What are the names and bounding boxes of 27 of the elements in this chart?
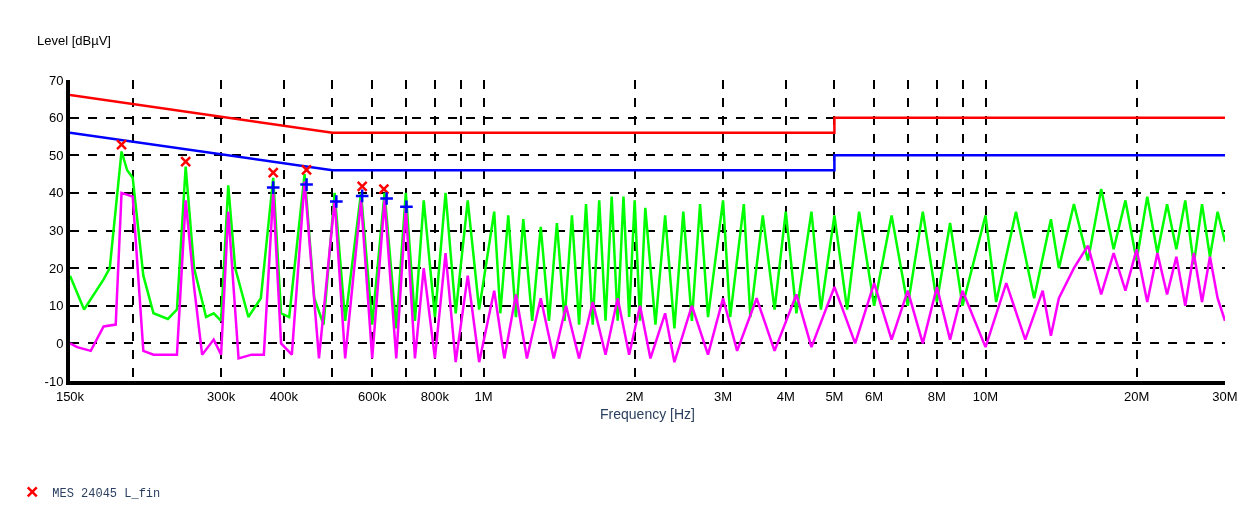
- x-tick-label: 400k: [269, 388, 299, 404]
- x-tick-label: 10M: [972, 388, 999, 404]
- x-tick-label: 1M: [474, 388, 493, 404]
- x-axis-title: Frequency [Hz]: [600, 406, 695, 423]
- x-tick-label: 2M: [625, 388, 644, 404]
- y-tick-label: 40: [48, 185, 64, 201]
- x-tick-label: 20M: [1123, 388, 1150, 404]
- x-tick-label: 5M: [825, 388, 844, 404]
- y-tick-label: 20: [48, 260, 64, 276]
- y-tick-label: 50: [48, 147, 64, 163]
- x-tick-label: 4M: [776, 388, 795, 404]
- y-tick-label: 0: [56, 335, 64, 351]
- x-tick-label: 6M: [865, 388, 884, 404]
- y-tick-label: 30: [48, 223, 64, 239]
- y-tick-label: -10: [44, 373, 64, 389]
- x-tick-label: 8M: [927, 388, 946, 404]
- x-tick-label: 800k: [420, 388, 450, 404]
- y-axis-title: Level [dBµV]: [37, 33, 111, 48]
- x-tick-label: 150k: [55, 388, 85, 404]
- x-tick-label: 3M: [714, 388, 733, 404]
- y-tick-label: 70: [48, 72, 64, 88]
- y-tick-label: 10: [48, 298, 64, 314]
- y-tick-label: 60: [48, 110, 64, 126]
- x-tick-label: 30M: [1212, 388, 1238, 404]
- x-tick-label: 300k: [207, 388, 236, 404]
- legend-label: MES 24045 L_fin: [52, 486, 161, 501]
- x-tick-label: 600k: [358, 388, 387, 404]
